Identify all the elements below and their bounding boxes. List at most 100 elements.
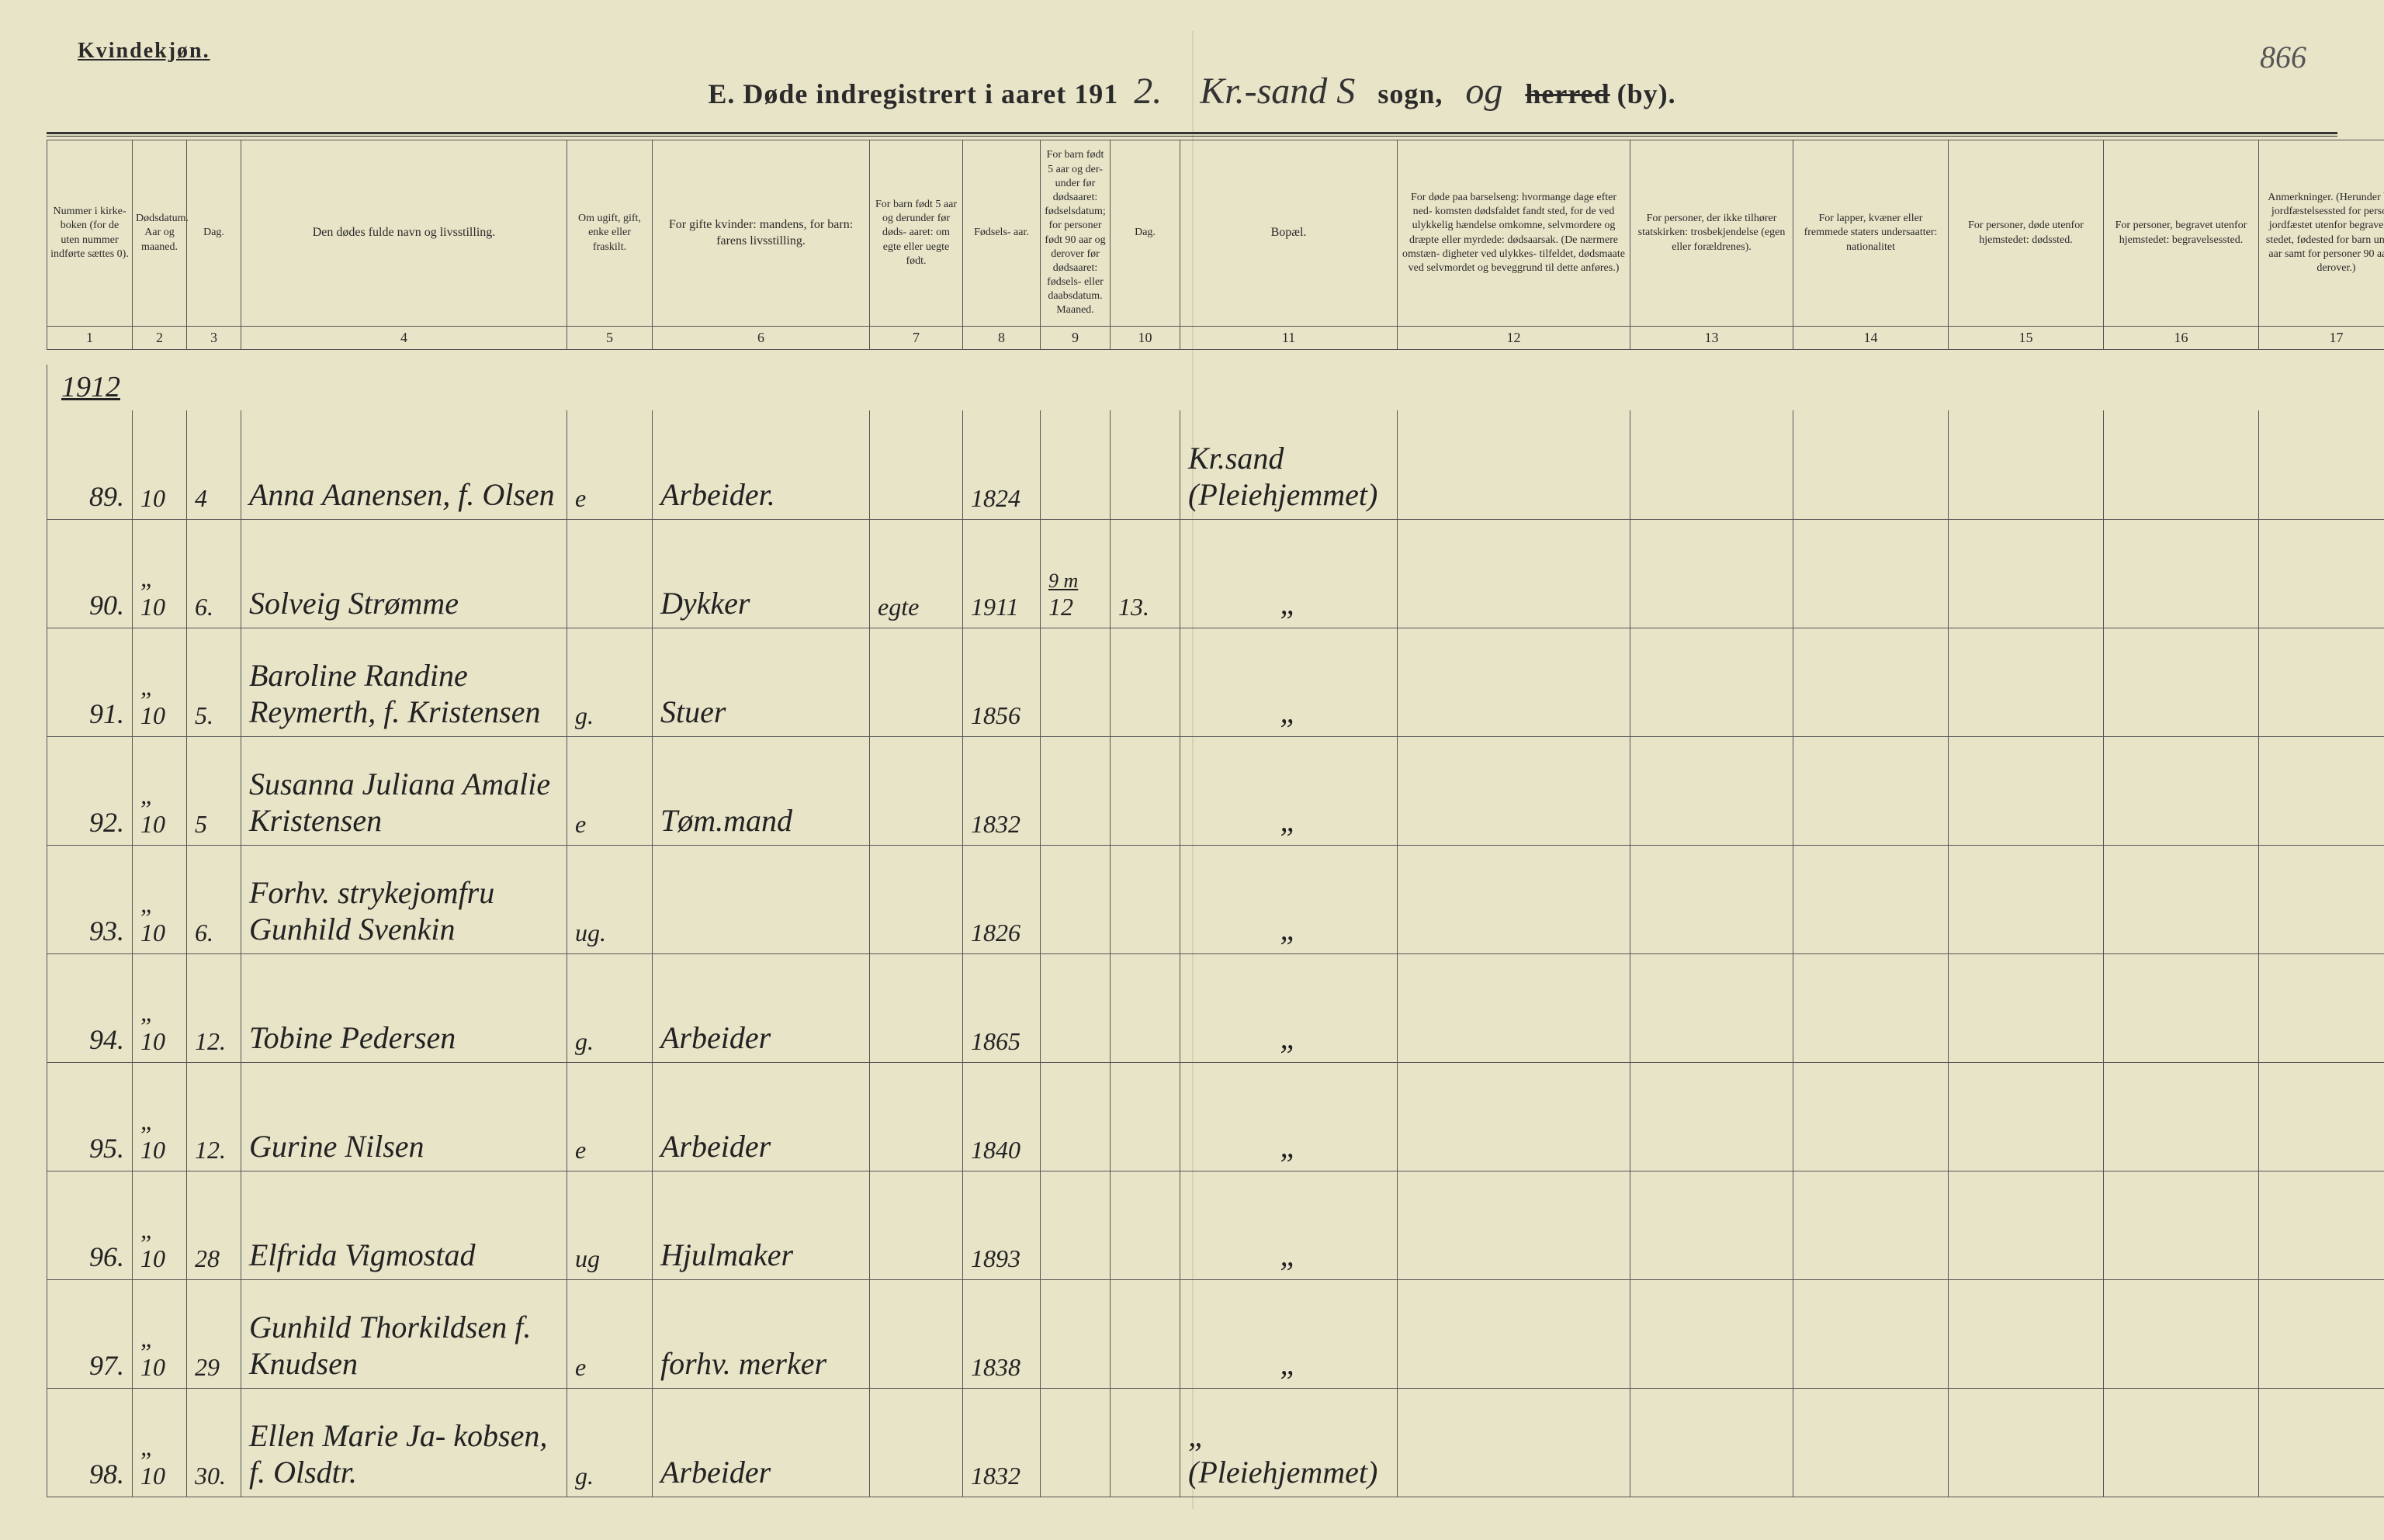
table-row: 92.„ 105Susanna Juliana Amalie Kristense… bbox=[47, 736, 2384, 845]
cell-bd bbox=[1111, 845, 1180, 953]
cell-birth_year: 1856 bbox=[963, 628, 1041, 736]
cell-c12 bbox=[1398, 628, 1630, 736]
cell-egte bbox=[870, 1279, 963, 1388]
cell-c16 bbox=[2104, 953, 2259, 1062]
cell-egte bbox=[870, 1388, 963, 1497]
title-sogn: sogn, bbox=[1377, 78, 1443, 109]
cell-month: „ 10 bbox=[133, 953, 187, 1062]
cell-month: „ 10 bbox=[133, 1279, 187, 1388]
cell-c13 bbox=[1630, 845, 1793, 953]
cell-no: 89. bbox=[47, 410, 133, 519]
col-header-10: Dag. bbox=[1111, 140, 1180, 327]
table-row: 98.„ 1030.Ellen Marie Ja- kobsen, f. Ols… bbox=[47, 1388, 2384, 1497]
cell-c14 bbox=[1793, 1279, 1949, 1388]
cell-birth_year: 1865 bbox=[963, 953, 1041, 1062]
cell-occupation: Arbeider bbox=[653, 953, 870, 1062]
cell-residence: „ bbox=[1180, 519, 1398, 628]
cell-day: 30. bbox=[187, 1388, 241, 1497]
cell-day: 5 bbox=[187, 736, 241, 845]
cell-day: 12. bbox=[187, 953, 241, 1062]
cell-c15 bbox=[1949, 845, 2104, 953]
title-by: (by). bbox=[1617, 78, 1676, 109]
col-header-5: Om ugift, gift, enke eller fraskilt. bbox=[567, 140, 653, 327]
gender-heading: Kvindekjøn. bbox=[78, 39, 210, 64]
col-header-9: For barn født 5 aar og der- under før dø… bbox=[1041, 140, 1111, 327]
cell-bd bbox=[1111, 1279, 1180, 1388]
cell-status: e bbox=[567, 1062, 653, 1171]
cell-c13 bbox=[1630, 519, 1793, 628]
cell-no: 90. bbox=[47, 519, 133, 628]
cell-occupation bbox=[653, 845, 870, 953]
colnum-14: 14 bbox=[1793, 327, 1949, 350]
cell-c14 bbox=[1793, 519, 1949, 628]
col-header-8: Fødsels- aar. bbox=[963, 140, 1041, 327]
cell-day: 6. bbox=[187, 519, 241, 628]
header-row: Nummer i kirke- boken (for de uten numme… bbox=[47, 140, 2384, 327]
cell-name: Tobine Pedersen bbox=[241, 953, 567, 1062]
cell-residence: „ bbox=[1180, 1062, 1398, 1171]
year-row: 1912 bbox=[47, 365, 2384, 410]
cell-c15 bbox=[1949, 519, 2104, 628]
cell-month: „ 10 bbox=[133, 1062, 187, 1171]
cell-status: g. bbox=[567, 953, 653, 1062]
cell-occupation: forhv. merker bbox=[653, 1279, 870, 1388]
cell-occupation: Dykker bbox=[653, 519, 870, 628]
cell-egte: egte bbox=[870, 519, 963, 628]
colnum-13: 13 bbox=[1630, 327, 1793, 350]
col-header-2: Dødsdatum. Aar og maaned. bbox=[133, 140, 187, 327]
cell-bd bbox=[1111, 1388, 1180, 1497]
cell-c16 bbox=[2104, 1062, 2259, 1171]
cell-status bbox=[567, 519, 653, 628]
cell-day: 6. bbox=[187, 845, 241, 953]
cell-birth_year: 1840 bbox=[963, 1062, 1041, 1171]
cell-month: 10 bbox=[133, 410, 187, 519]
cell-no: 98. bbox=[47, 1388, 133, 1497]
cell-c16 bbox=[2104, 410, 2259, 519]
cell-c16 bbox=[2104, 736, 2259, 845]
cell-c16 bbox=[2104, 845, 2259, 953]
cell-bm bbox=[1041, 1388, 1111, 1497]
cell-bd bbox=[1111, 410, 1180, 519]
cell-month: „ 10 bbox=[133, 628, 187, 736]
title-herred: herred bbox=[1525, 78, 1610, 109]
cell-c16 bbox=[2104, 1388, 2259, 1497]
cell-bd: 13. bbox=[1111, 519, 1180, 628]
cell-bm: 9 m12 bbox=[1041, 519, 1111, 628]
cell-birth_year: 1826 bbox=[963, 845, 1041, 953]
cell-bd bbox=[1111, 736, 1180, 845]
cell-c12 bbox=[1398, 519, 1630, 628]
colnum-16: 16 bbox=[2104, 327, 2259, 350]
cell-status: e bbox=[567, 410, 653, 519]
cell-name: Baroline Randine Reymerth, f. Kristensen bbox=[241, 628, 567, 736]
cell-c17 bbox=[2259, 736, 2384, 845]
colnum-1: 1 bbox=[47, 327, 133, 350]
cell-status: e bbox=[567, 736, 653, 845]
cell-c14 bbox=[1793, 845, 1949, 953]
cell-month: „ 10 bbox=[133, 736, 187, 845]
cell-residence: Kr.sand (Pleiehjemmet) bbox=[1180, 410, 1398, 519]
cell-c17 bbox=[2259, 1279, 2384, 1388]
year-label: 1912 bbox=[55, 371, 120, 403]
cell-bm bbox=[1041, 628, 1111, 736]
cell-c13 bbox=[1630, 628, 1793, 736]
cell-status: e bbox=[567, 1279, 653, 1388]
ledger-page: Kvindekjøn. 866 E. Døde indregistrert i … bbox=[47, 31, 2337, 1509]
cell-occupation: Arbeider bbox=[653, 1062, 870, 1171]
cell-c16 bbox=[2104, 628, 2259, 736]
colnum-6: 6 bbox=[653, 327, 870, 350]
cell-no: 94. bbox=[47, 953, 133, 1062]
cell-month: „ 10 bbox=[133, 845, 187, 953]
cell-egte bbox=[870, 410, 963, 519]
data-table: 191289.104Anna Aanensen, f. OlseneArbeid… bbox=[47, 365, 2384, 1497]
cell-no: 97. bbox=[47, 1279, 133, 1388]
cell-c12 bbox=[1398, 1171, 1630, 1279]
cell-bm bbox=[1041, 1279, 1111, 1388]
col-header-13: For personer, der ikke tilhører statskir… bbox=[1630, 140, 1793, 327]
cell-c12 bbox=[1398, 1062, 1630, 1171]
cell-c14 bbox=[1793, 1171, 1949, 1279]
cell-c13 bbox=[1630, 1388, 1793, 1497]
column-number-row: 1 2 3 4 5 6 7 8 9 10 11 12 13 14 15 16 1… bbox=[47, 327, 2384, 350]
cell-name: Solveig Strømme bbox=[241, 519, 567, 628]
cell-no: 91. bbox=[47, 628, 133, 736]
cell-residence: „ bbox=[1180, 953, 1398, 1062]
